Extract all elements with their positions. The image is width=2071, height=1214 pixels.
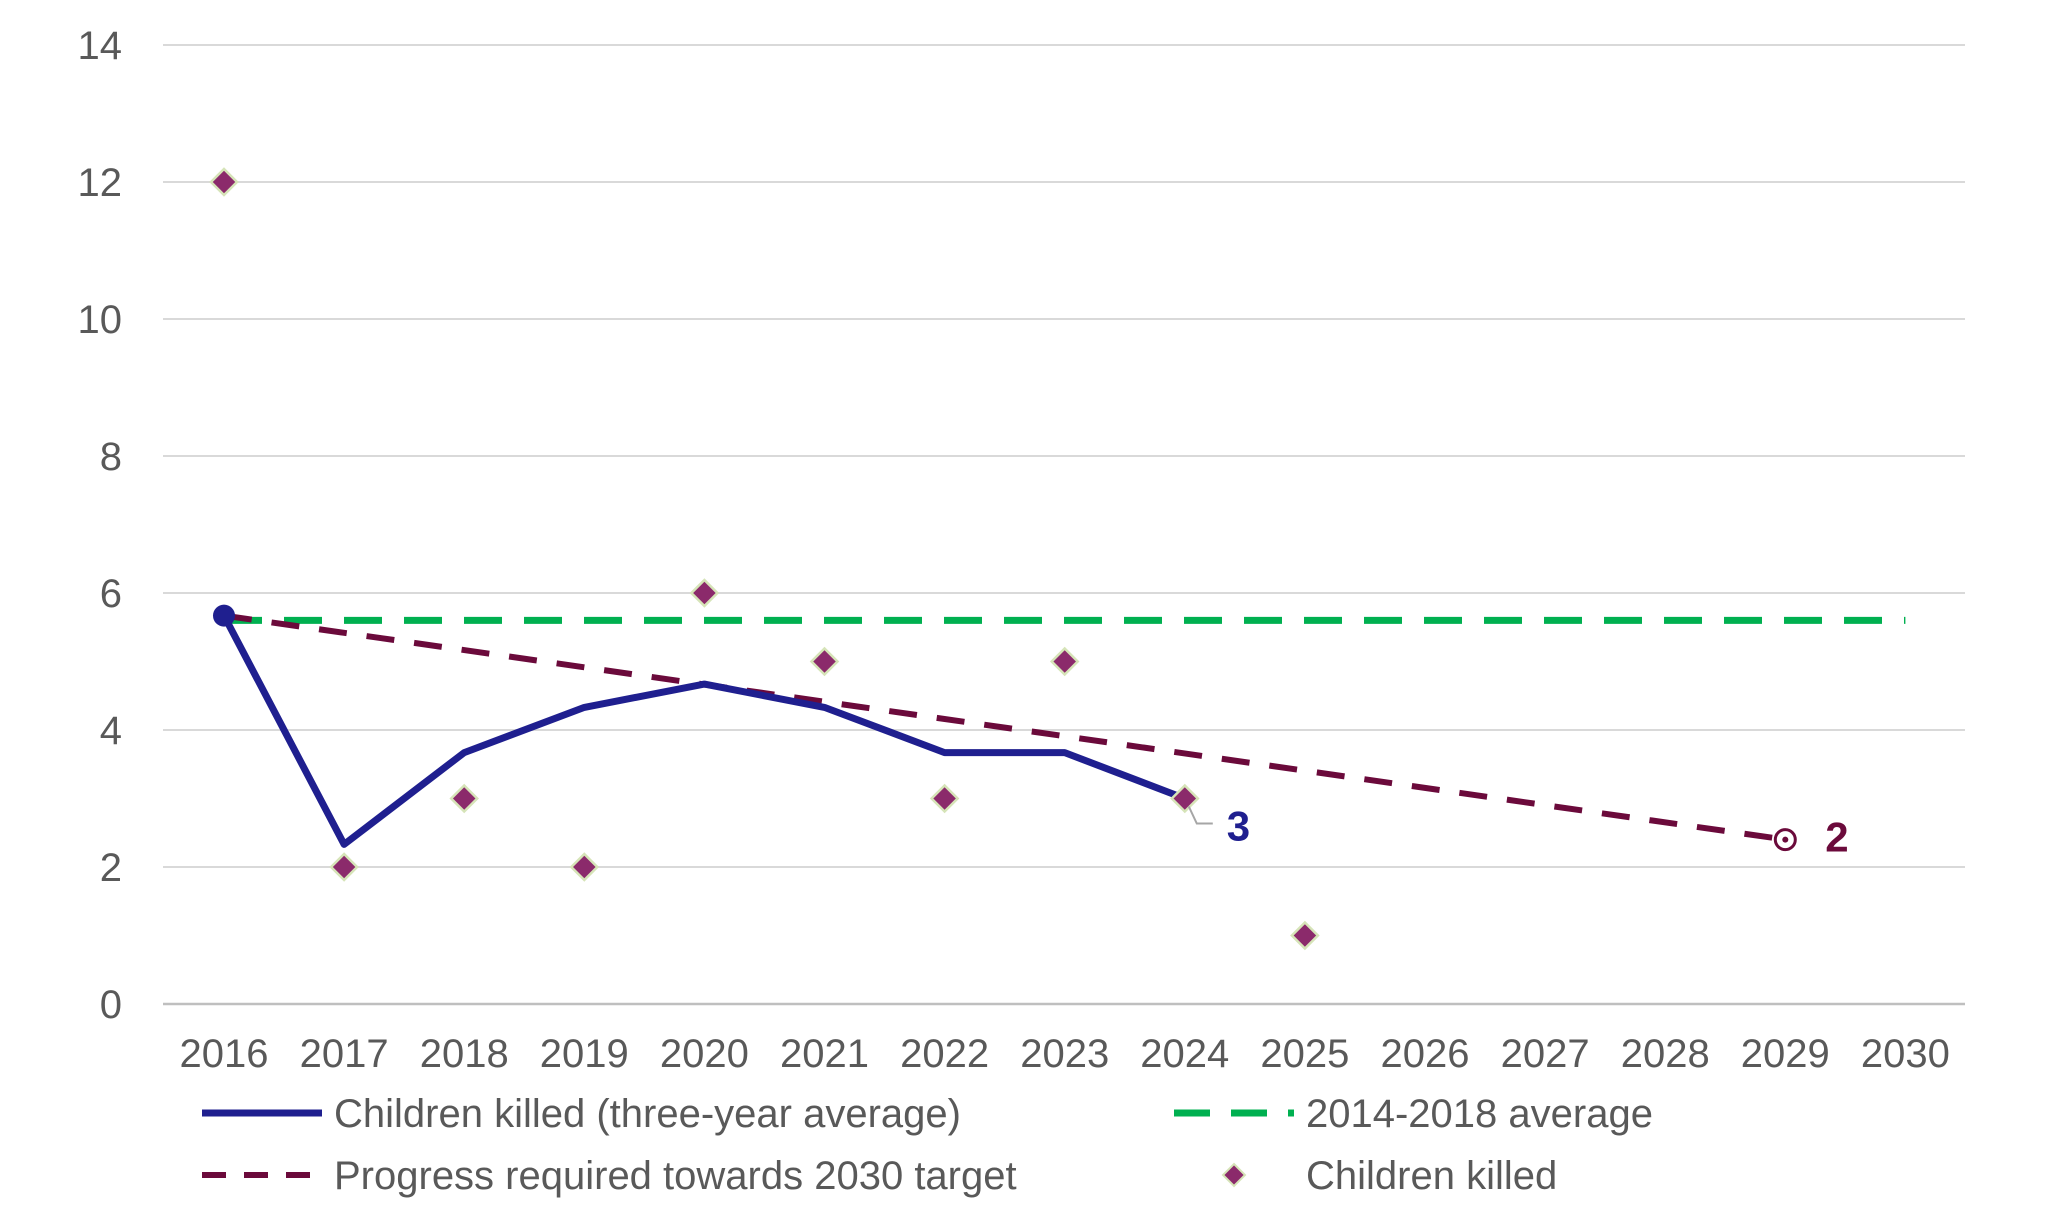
- legend-item-children-killed: Children killed: [1221, 1154, 1557, 1198]
- series-line-children-killed-three-year-average: [220, 613, 1187, 848]
- legend-label-progress-required-towards-2030-target: Progress required towards 2030 target: [334, 1154, 1017, 1198]
- x-tick-label-2021: 2021: [780, 1032, 869, 1076]
- y-tick-label-2: 2: [100, 846, 122, 890]
- progress-end-label: 2: [1825, 814, 1848, 861]
- x-tick-label-2025: 2025: [1260, 1032, 1349, 1076]
- y-tick-label-8: 8: [100, 435, 122, 479]
- x-tick-label-2016: 2016: [180, 1032, 269, 1076]
- data-point-2023: [1049, 646, 1080, 677]
- x-axis-ticks: 2016 2017 2018 2019 2020 2021 2022 2023 2024 2025…: [180, 1032, 1950, 1076]
- average-end-leader: [1187, 806, 1213, 825]
- y-tick-label-6: 6: [100, 572, 122, 616]
- series-line-progress-required-towards-2030-target: [223, 612, 1786, 843]
- series: 23: [209, 167, 1906, 951]
- data-point-2019: [569, 852, 600, 882]
- y-tick-label-0: 0: [100, 983, 122, 1027]
- progress-end-marker-dot: [1782, 836, 1789, 843]
- data-point-2016: [209, 167, 239, 197]
- y-tick-label-10: 10: [78, 298, 123, 342]
- average-start-marker: [213, 604, 235, 627]
- data-point-2018: [449, 783, 479, 814]
- y-tick-label-14: 14: [78, 24, 123, 68]
- x-tick-label-2018: 2018: [420, 1032, 509, 1076]
- x-tick-label-2023: 2023: [1020, 1032, 1109, 1076]
- x-tick-label-2030: 2030: [1861, 1032, 1950, 1076]
- data-point-2020: [689, 578, 720, 608]
- data-point-2017: [329, 852, 359, 882]
- x-tick-label-2017: 2017: [300, 1032, 389, 1076]
- legend-label-2014-2018-average: 2014-2018 average: [1306, 1092, 1653, 1136]
- data-point-2025: [1290, 920, 1320, 951]
- x-tick-label-2027: 2027: [1501, 1032, 1590, 1076]
- x-tick-label-2024: 2024: [1140, 1032, 1229, 1076]
- x-tick-label-2026: 2026: [1381, 1032, 1470, 1076]
- legend: Children killed (three-year average) 2014…: [202, 1092, 1653, 1198]
- y-tick-label-12: 12: [78, 161, 123, 205]
- legend-label-children-killed: Children killed: [1306, 1154, 1557, 1198]
- gridlines: [163, 44, 1965, 1006]
- x-tick-label-2019: 2019: [540, 1032, 629, 1076]
- legend-item-progress-required-towards-2030-target: Progress required towards 2030 target: [202, 1154, 1017, 1198]
- legend-item-2014-2018-average: 2014-2018 average: [1174, 1092, 1653, 1136]
- legend-swatch-children-killed: [1221, 1162, 1247, 1188]
- data-point-2021: [809, 646, 840, 677]
- y-axis-ticks: 0 2 4 6 8 10 12 14: [78, 24, 123, 1027]
- x-tick-label-2022: 2022: [900, 1032, 989, 1076]
- y-tick-label-4: 4: [100, 709, 122, 753]
- data-point-2022: [929, 783, 960, 814]
- data-point-2024: [1170, 783, 1200, 814]
- legend-label-children-killed-three-year-average: Children killed (three-year average): [334, 1092, 961, 1136]
- x-tick-label-2020: 2020: [660, 1032, 749, 1076]
- x-tick-label-2029: 2029: [1741, 1032, 1830, 1076]
- legend-item-children-killed-three-year-average: Children killed (three-year average): [202, 1092, 961, 1136]
- average-end-label: 3: [1227, 803, 1250, 850]
- x-tick-label-2028: 2028: [1621, 1032, 1710, 1076]
